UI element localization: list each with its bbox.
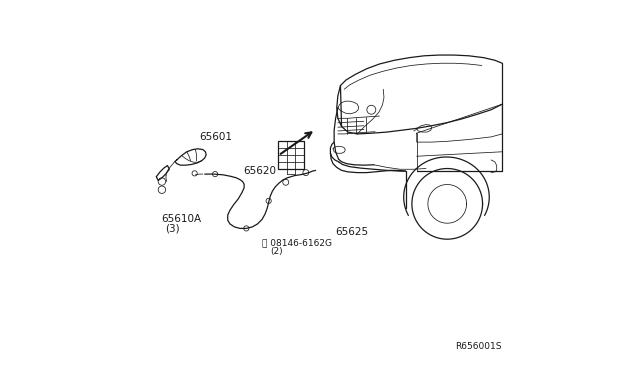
Text: R656001S: R656001S: [454, 342, 501, 351]
Circle shape: [158, 178, 166, 185]
Text: 65610A: 65610A: [161, 214, 201, 224]
Text: 65601: 65601: [199, 132, 232, 142]
Text: Ⓢ 08146-6162G: Ⓢ 08146-6162G: [262, 238, 332, 247]
Text: 65620: 65620: [244, 166, 276, 176]
FancyBboxPatch shape: [278, 141, 303, 169]
Text: (2): (2): [270, 247, 282, 256]
Circle shape: [158, 186, 166, 193]
Text: (3): (3): [166, 223, 180, 233]
Text: 65625: 65625: [335, 227, 368, 237]
